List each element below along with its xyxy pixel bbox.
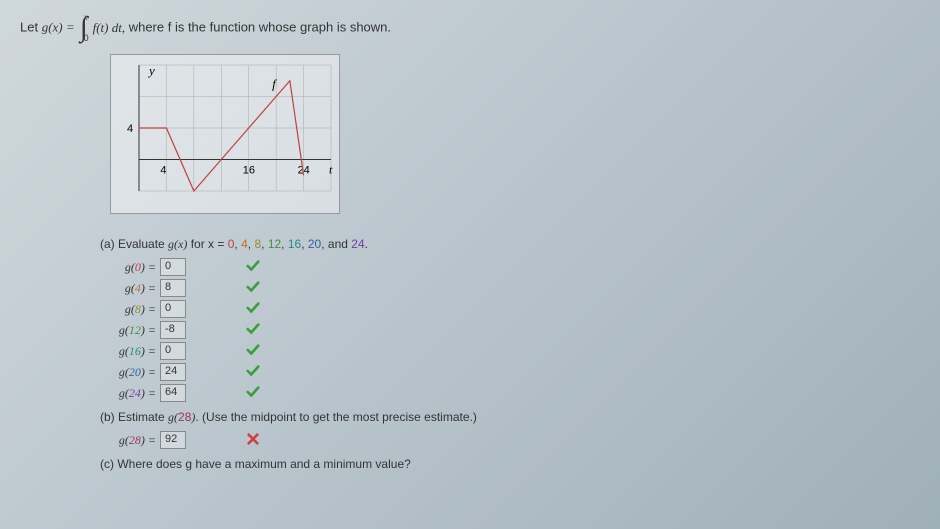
check-icon: [246, 343, 260, 357]
answer-row: g(20) =24: [100, 363, 920, 381]
correct-indicator: [246, 364, 260, 381]
check-icon: [246, 322, 260, 336]
answer-input[interactable]: 0: [160, 300, 186, 318]
integral-sign: ∫: [80, 12, 88, 44]
part-a-value-0: 0: [228, 237, 235, 251]
part-b-suffix: . (Use the midpoint to get the most prec…: [195, 410, 476, 424]
part-a-prefix: (a) Evaluate: [100, 237, 168, 251]
answer-label: g(24) =: [100, 386, 160, 401]
check-icon: [246, 280, 260, 294]
correct-indicator: [246, 301, 260, 318]
x-icon: [246, 432, 260, 446]
part-b-prompt: (b) Estimate g(28). (Use the midpoint to…: [100, 410, 920, 425]
part-a-section: (a) Evaluate g(x) for x = 0, 4, 8, 12, 1…: [100, 237, 920, 402]
answer-input[interactable]: 0: [160, 342, 186, 360]
answer-label: g(0) =: [100, 260, 160, 275]
answer-label: g(20) =: [100, 365, 160, 380]
answer-input[interactable]: 8: [160, 279, 186, 297]
problem-func: g(x) =: [42, 19, 78, 34]
answer-row: g(16) =0: [100, 342, 920, 360]
svg-text:f: f: [272, 77, 278, 92]
svg-text:4: 4: [160, 165, 166, 177]
answer-row: g(4) =8: [100, 279, 920, 297]
svg-text:4: 4: [127, 123, 133, 135]
integral-expression: ∫ x 0 f(t) dt,: [78, 12, 125, 44]
incorrect-indicator: [246, 432, 260, 449]
correct-indicator: [246, 280, 260, 297]
answer-label: g(8) =: [100, 302, 160, 317]
part-a-mid: for x =: [187, 237, 227, 251]
answer-row: g(28) =92: [100, 431, 920, 449]
problem-statement: Let g(x) = ∫ x 0 f(t) dt, where f is the…: [20, 12, 920, 44]
check-icon: [246, 385, 260, 399]
part-a-period: .: [365, 237, 368, 251]
answer-row: g(8) =0: [100, 300, 920, 318]
part-b-val: 28: [178, 410, 191, 424]
problem-suffix: where f is the function whose graph is s…: [129, 19, 391, 34]
part-c-section: (c) Where does g have a maximum and a mi…: [100, 457, 920, 471]
part-a-value-20: 20: [308, 237, 321, 251]
part-a-value-16: 16: [288, 237, 301, 251]
part-b-prefix: (b) Estimate: [100, 410, 168, 424]
part-a-value-4: 4: [241, 237, 248, 251]
check-icon: [246, 364, 260, 378]
part-a-and: , and: [321, 237, 351, 251]
check-icon: [246, 301, 260, 315]
correct-indicator: [246, 385, 260, 402]
answer-input[interactable]: 92: [160, 431, 186, 449]
svg-text:y: y: [147, 63, 155, 78]
svg-text:16: 16: [243, 165, 255, 177]
svg-text:t: t: [329, 163, 333, 177]
answer-label: g(12) =: [100, 323, 160, 338]
graph-container: yft441624: [110, 54, 920, 217]
part-a-value-12: 12: [268, 237, 281, 251]
part-b-func: g(: [168, 410, 178, 424]
check-icon: [246, 259, 260, 273]
answer-row: g(12) =-8: [100, 321, 920, 339]
part-a-value-8: 8: [254, 237, 261, 251]
answer-row: g(24) =64: [100, 384, 920, 402]
part-b-section: (b) Estimate g(28). (Use the midpoint to…: [100, 410, 920, 449]
part-a-prompt: (a) Evaluate g(x) for x = 0, 4, 8, 12, 1…: [100, 237, 920, 252]
correct-indicator: [246, 343, 260, 360]
integrand: f(t) dt,: [93, 20, 126, 36]
part-a-func: g(x): [168, 237, 187, 251]
part-c-prompt: (c) Where does g have a maximum and a mi…: [100, 457, 920, 471]
answer-input[interactable]: 0: [160, 258, 186, 276]
problem-prefix: Let: [20, 19, 42, 34]
answer-input[interactable]: -8: [160, 321, 186, 339]
correct-indicator: [246, 259, 260, 276]
answer-row: g(0) =0: [100, 258, 920, 276]
answer-input[interactable]: 64: [160, 384, 186, 402]
answer-label: g(28) =: [100, 433, 160, 448]
answer-label: g(4) =: [100, 281, 160, 296]
graph-svg: yft441624: [110, 54, 340, 214]
answer-input[interactable]: 24: [160, 363, 186, 381]
part-c-text: (c) Where does g have a maximum and a mi…: [100, 457, 411, 471]
part-a-value-24: 24: [351, 237, 364, 251]
answer-label: g(16) =: [100, 344, 160, 359]
correct-indicator: [246, 322, 260, 339]
